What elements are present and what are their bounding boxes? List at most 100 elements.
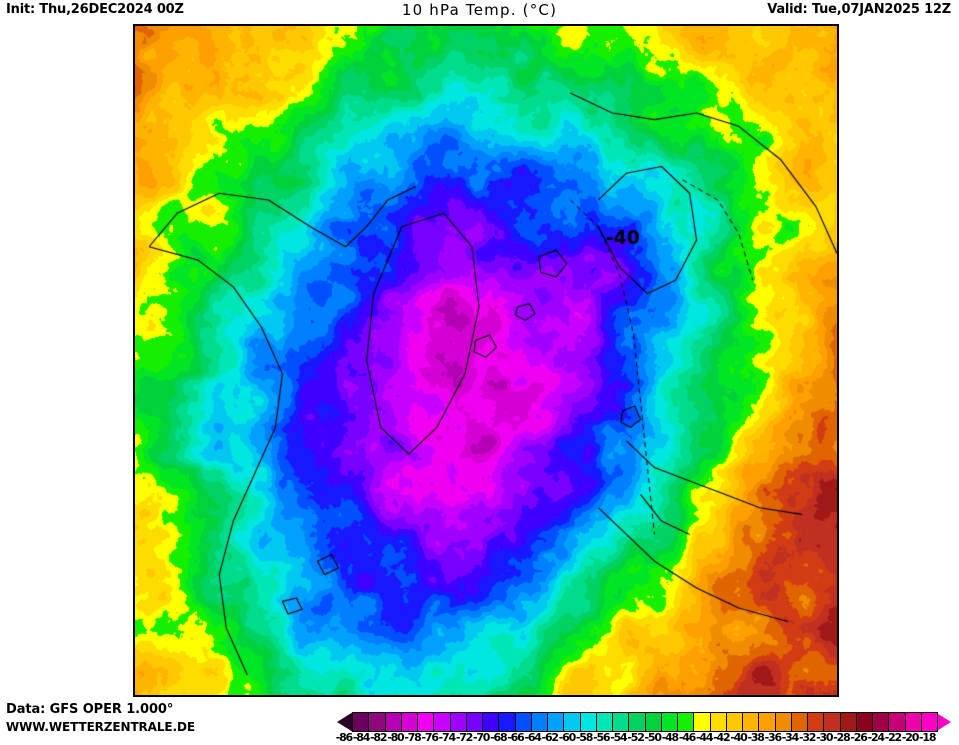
colorbar-swatches <box>352 712 938 732</box>
colorbar-tick: -18 <box>919 731 937 745</box>
colorbar-tick: -48 <box>661 731 680 745</box>
colorbar-tick-value: -40 <box>730 731 748 744</box>
colorbar-tick: -78 <box>404 731 422 745</box>
colorbar-cell <box>385 713 402 731</box>
colorbar-tick: -80 <box>387 731 405 745</box>
colorbar-cell <box>791 713 808 731</box>
colorbar-tick-value: -84 <box>352 731 371 744</box>
colorbar-tick: -66 <box>507 731 525 745</box>
colorbar-cell <box>466 713 483 731</box>
data-source-label: Data: GFS OPER 1.000° <box>6 702 174 717</box>
colorbar-tick-value: -78 <box>404 731 422 744</box>
colorbar-tick: -68 <box>490 731 508 745</box>
colorbar-tick: -50 <box>644 731 663 745</box>
colorbar-tick: -26 <box>850 731 868 745</box>
init-time-label: Init: Thu,26DEC2024 00Z <box>6 2 184 17</box>
colorbar-tick-value: -32 <box>798 731 817 744</box>
colorbar-tick-value: -44 <box>696 731 714 744</box>
colorbar-tick: -46 <box>678 731 697 745</box>
colorbar-tick: -22 <box>884 731 903 745</box>
colorbar-tick-value: -86 <box>335 731 354 744</box>
footer-bar: Data: GFS OPER 1.000° WWW.WETTERZENTRALE… <box>0 700 959 741</box>
colorbar-tick-value: -80 <box>387 731 405 744</box>
colorbar-under-arrow <box>337 712 353 732</box>
colorbar-cell <box>694 713 711 731</box>
colorbar-tick: -72 <box>455 731 474 745</box>
colorbar-tick-labels: -86 -84 -82 -80 -78 -76 -74 -72 -70 -68 -66 -64 -62-… <box>336 731 944 745</box>
colorbar-cell <box>775 713 792 731</box>
colorbar-tick: -44 <box>696 731 714 745</box>
colorbar-cell <box>856 713 873 731</box>
weather-map <box>133 24 839 697</box>
colorbar-cell <box>710 713 727 731</box>
colorbar-tick-value: -58 <box>575 731 594 744</box>
colorbar-tick: -20 <box>901 731 920 745</box>
colorbar-tick-value: -72 <box>455 731 474 744</box>
colorbar-tick: -82 <box>370 731 388 745</box>
colorbar-tick: -36 <box>764 731 783 745</box>
colorbar-tick: -54 <box>610 731 628 745</box>
colorbar-tick-value: -70 <box>472 731 491 744</box>
colorbar-cell <box>531 713 548 731</box>
colorbar-cell <box>369 713 386 731</box>
colorbar-tick-value: -36 <box>764 731 783 744</box>
colorbar-tick-value: -22 <box>884 731 903 744</box>
colorbar-tick-value: -46 <box>678 731 697 744</box>
colorbar-cell <box>353 713 370 731</box>
colorbar-tick: -28 <box>833 731 851 745</box>
colorbar-tick-value: -28 <box>833 731 851 744</box>
colorbar-cell <box>921 713 937 731</box>
temperature-field-canvas <box>135 26 837 695</box>
colorbar-tick: -74 <box>438 731 457 745</box>
colorbar-tick-value: -68 <box>490 731 508 744</box>
colorbar-tick-value: -20 <box>901 731 920 744</box>
header-bar: Init: Thu,26DEC2024 00Z 10 hPa Temp. (°C… <box>0 0 959 22</box>
colorbar-tick-value: -24 <box>867 731 886 744</box>
colorbar-tick-value: -62 <box>541 731 560 744</box>
colorbar-tick-value: -54 <box>610 731 628 744</box>
colorbar-cell <box>889 713 906 731</box>
colorbar-tick-value: -82 <box>370 731 388 744</box>
colorbar-cell <box>726 713 743 731</box>
colorbar-cell <box>434 713 451 731</box>
colorbar-tick: -64 <box>524 731 542 745</box>
colorbar-cell <box>905 713 922 731</box>
colorbar-tick: -32 <box>798 731 817 745</box>
colorbar-cell <box>645 713 662 731</box>
colorbar-tick-value: -60 <box>558 731 577 744</box>
colorbar-tick: -70 <box>472 731 491 745</box>
colorbar-cell <box>401 713 418 731</box>
colorbar-tick: -30 <box>816 731 834 745</box>
colorbar-tick: -24 <box>867 731 886 745</box>
colorbar-tick-value: -56 <box>593 731 611 744</box>
colorbar-tick-value: -26 <box>850 731 868 744</box>
colorbar-over-arrow <box>935 712 951 732</box>
colorbar-tick-value: -48 <box>661 731 680 744</box>
colorbar-tick: -56 <box>593 731 611 745</box>
colorbar-cell <box>548 713 565 731</box>
colorbar-tick-value: -52 <box>627 731 645 744</box>
colorbar-cell <box>483 713 500 731</box>
colorbar-tick: -62 <box>541 731 560 745</box>
colorbar-cell <box>596 713 613 731</box>
website-label: WWW.WETTERZENTRALE.DE <box>6 720 195 734</box>
color-scale-legend: -86 -84 -82 -80 -78 -76 -74 -72 -70 -68 -66 -64 -62-… <box>336 712 951 744</box>
colorbar-tick-value: -64 <box>524 731 542 744</box>
colorbar-cell <box>450 713 467 731</box>
colorbar-tick-value: -18 <box>919 731 937 744</box>
colorbar-cell <box>629 713 646 731</box>
colorbar-cell <box>661 713 678 731</box>
colorbar-tick-value: -34 <box>781 731 800 744</box>
colorbar-tick-value: -38 <box>747 731 765 744</box>
colorbar-tick: -52 <box>627 731 645 745</box>
colorbar-cell <box>613 713 630 731</box>
colorbar-cell <box>678 713 695 731</box>
colorbar-tick-value: -30 <box>816 731 834 744</box>
colorbar-cell <box>873 713 890 731</box>
colorbar-cell <box>808 713 825 731</box>
colorbar-tick-value: -42 <box>713 731 731 744</box>
colorbar-tick: -86 <box>335 731 354 745</box>
colorbar-tick: -84 <box>352 731 371 745</box>
colorbar-tick: -58 <box>575 731 594 745</box>
colorbar-tick-value: -66 <box>507 731 525 744</box>
